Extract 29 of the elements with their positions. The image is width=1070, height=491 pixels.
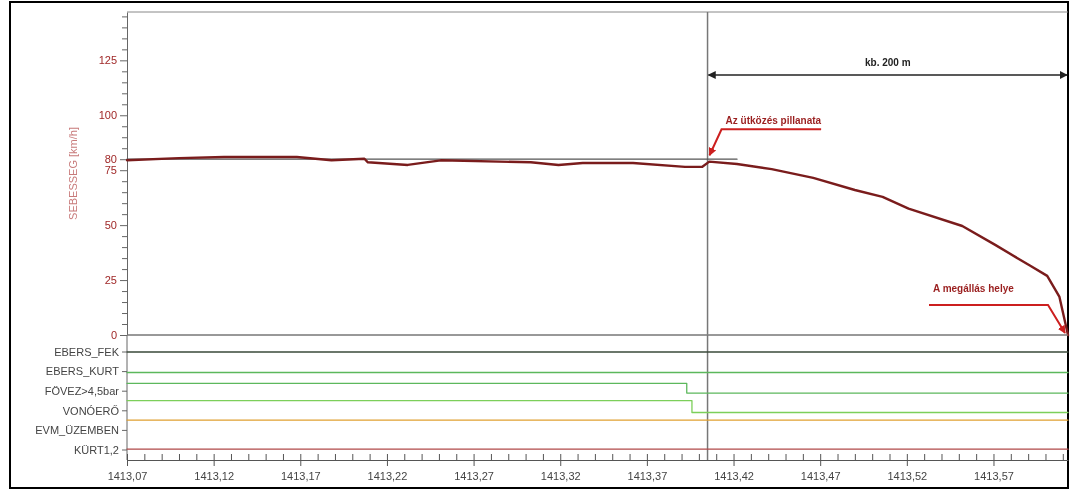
series-label: EBERS_FEK — [54, 345, 120, 358]
annotation: Az ütközés pillanata — [725, 115, 822, 127]
x-tick-label: 1413,22 — [367, 469, 408, 482]
series-label: EVM_ÜZEMBEN — [35, 424, 120, 437]
x-tick-label: 1413,47 — [800, 469, 841, 482]
series-label: FÖVEZ>4,5bar — [44, 385, 120, 398]
annotation: A megállás helye — [933, 283, 1015, 294]
x-tick-label: 1413,27 — [454, 469, 494, 482]
y-tick-label: 100 — [98, 109, 117, 122]
y-tick-label: 50 — [104, 219, 117, 232]
series-label: EBERS_KURT — [45, 365, 120, 378]
series-label: KÜRT1,2 — [73, 443, 119, 456]
y-tick-label: 75 — [104, 164, 117, 177]
y-tick-label: 80 — [104, 153, 117, 166]
x-tick-label: 1413,32 — [540, 469, 581, 482]
x-tick-label: 1413,52 — [887, 469, 928, 482]
x-tick-label: 1413,57 — [974, 469, 1014, 482]
series-label: VONÓERŐ — [62, 403, 120, 417]
y-tick-label: 125 — [98, 54, 117, 67]
x-tick-label: 1413,37 — [627, 469, 668, 482]
annotation: kb. 200 m — [864, 57, 911, 68]
y-axis-title: SEBESSEG [km/h] — [67, 127, 79, 220]
y-tick-label: 25 — [104, 274, 117, 287]
x-tick-label: 1413,07 — [107, 469, 148, 482]
y-tick-label: 0 — [110, 329, 117, 342]
x-tick-label: 1413,17 — [280, 469, 321, 482]
line-series — [125, 155, 1070, 337]
x-tick-label: 1413,42 — [714, 469, 754, 482]
x-tick-label: 1413,12 — [194, 469, 235, 482]
